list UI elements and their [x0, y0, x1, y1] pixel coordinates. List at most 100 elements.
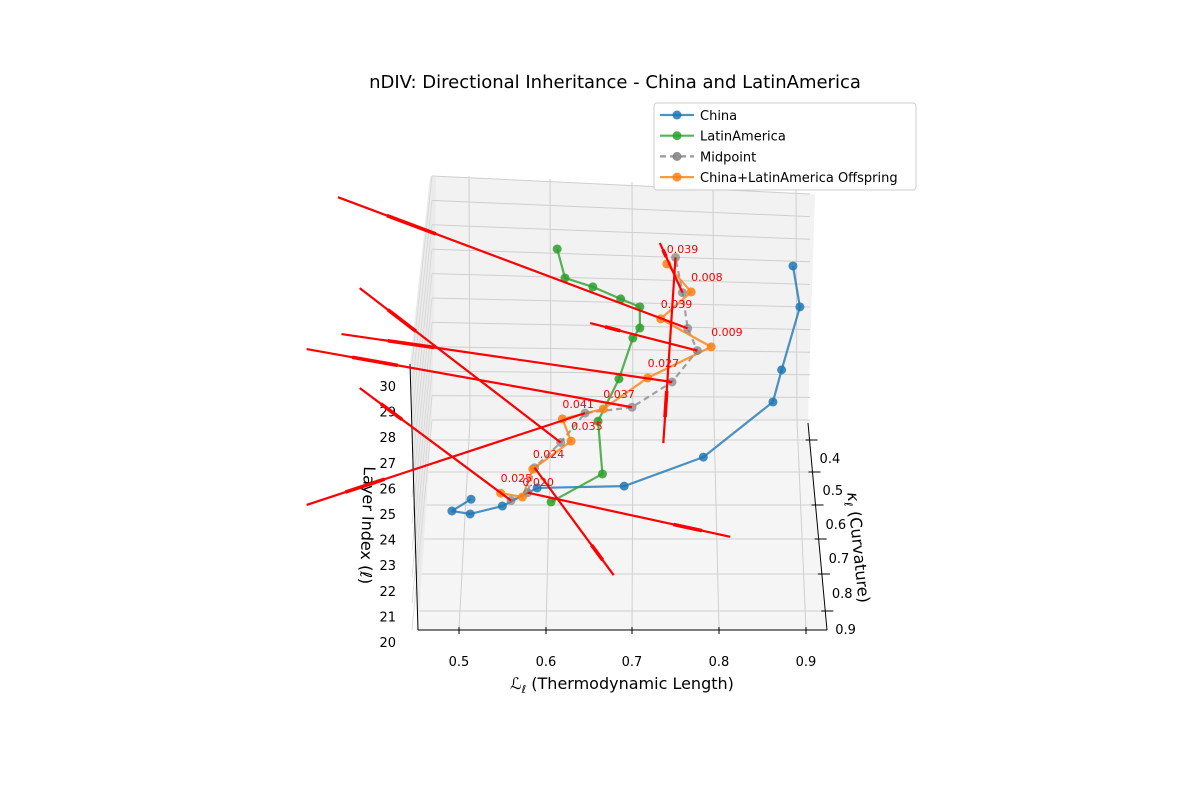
grid-line-L-floor	[545, 419, 552, 631]
grid-line-L-wall	[712, 184, 715, 421]
offspring-distance-label: 0.009	[711, 326, 743, 339]
floor-pane	[418, 420, 827, 630]
y-tick-label: 0.6	[826, 518, 847, 533]
offspring-distance-label: 0.035	[571, 420, 603, 433]
grid-line-layer	[431, 248, 811, 263]
direction-arrow-head	[604, 325, 621, 333]
z-tick-label: 24	[379, 534, 396, 549]
offspring-distance-label: 0.041	[562, 398, 594, 411]
direction-arrow-head	[345, 477, 386, 494]
marker-latinamerica	[635, 323, 645, 333]
direction-arrow-head	[386, 213, 437, 236]
direction-arrow-head	[663, 391, 669, 418]
x-tick-label: 0.8	[709, 655, 730, 670]
side-grid-line	[411, 297, 433, 498]
offspring-distance-label: 0.037	[603, 388, 635, 401]
direction-arrow-head	[351, 355, 399, 368]
grid-line-layer	[431, 321, 811, 331]
side-grid-line	[411, 419, 433, 631]
side-grid-line	[411, 322, 433, 524]
marker-china	[465, 509, 475, 519]
z-tick-label: 25	[379, 508, 396, 523]
y-tick-label: 0.5	[822, 484, 843, 499]
marker-china-latinamerica-offspring	[706, 342, 716, 352]
legend-marker	[672, 151, 682, 161]
legend-label: China	[700, 109, 737, 124]
y-tick-label: 0.7	[829, 552, 850, 567]
side-grid-line	[411, 224, 433, 418]
direction-arrow-head	[673, 522, 703, 533]
z-tick-label: 22	[379, 585, 396, 600]
marker-china-latinamerica-offspring	[566, 436, 576, 446]
grid-line-layer	[431, 273, 811, 285]
z-tick-label: 29	[379, 406, 396, 421]
grid-line-L-wall	[549, 178, 552, 421]
grid-line-L-floor	[631, 419, 634, 631]
direction-arrow-head	[661, 249, 668, 258]
side-pane	[410, 176, 436, 630]
x-tick-label: 0.6	[536, 655, 557, 670]
offspring-distance-label: 0.008	[691, 271, 723, 284]
marker-china	[795, 302, 805, 312]
z-tick-label: 20	[379, 636, 396, 651]
direction-arrow-head	[387, 338, 435, 350]
direction-arrow-head	[379, 402, 404, 421]
marker-china-latinamerica-offspring	[528, 464, 538, 474]
marker-latinamerica	[597, 469, 607, 479]
axes-panes	[410, 176, 827, 630]
z-axis-label: Layer Index (ℓ)	[356, 466, 379, 585]
z-tick-label: 26	[379, 482, 396, 497]
side-grid-line	[411, 175, 433, 365]
z-tick-label: 30	[379, 380, 396, 395]
legend-label: China+LatinAmerica Offspring	[700, 171, 898, 186]
marker-latinamerica	[546, 497, 556, 507]
legend-label: LatinAmerica	[700, 130, 786, 145]
offspring-distance-label: 0.025	[501, 472, 533, 485]
direction-arrow-head	[590, 544, 605, 562]
side-grid-line	[411, 273, 433, 471]
z-tick-label: 21	[379, 610, 396, 625]
grid-line-L-wall	[631, 181, 634, 421]
offspring-distance-label: 0.020	[522, 476, 554, 489]
marker-china	[447, 506, 457, 516]
direction-arrows	[306, 196, 731, 576]
grid-line-layer	[431, 175, 811, 195]
marker-latinamerica	[614, 374, 624, 384]
chart-title: nDIV: Directional Inheritance - China an…	[369, 72, 861, 93]
legend-marker	[672, 110, 682, 120]
y-axis-line	[807, 422, 828, 631]
offspring-distance-label: 0.027	[648, 357, 680, 370]
legend: China LatinAmerica Midpoint China+LatinAmer…	[653, 102, 917, 191]
marker-china	[619, 481, 629, 491]
marker-china	[788, 261, 798, 271]
x-tick-label: 0.7	[622, 655, 643, 670]
x-axis-label: ℒℓ (Thermodynamic Length)	[510, 674, 734, 696]
grid-line-layer	[431, 224, 811, 240]
legend-marker	[672, 172, 682, 182]
z-tick-label: 23	[379, 559, 396, 574]
marker-china	[497, 501, 507, 511]
marker-latinamerica	[560, 273, 570, 283]
direction-arrow-head	[386, 308, 418, 333]
marker-china	[698, 452, 708, 462]
x-tick-label: 0.5	[449, 655, 470, 670]
legend-box	[653, 102, 917, 191]
grid-line-L-floor	[458, 419, 471, 631]
marker-china	[768, 397, 778, 407]
marker-china-latinamerica-offspring	[686, 287, 696, 297]
series-line-midpoint	[510, 257, 699, 502]
legend-marker	[672, 131, 682, 141]
marker-latinamerica	[552, 244, 562, 254]
legend-label: Midpoint	[700, 150, 756, 165]
y-tick-label: 0.9	[835, 623, 856, 638]
x-tick-label: 0.9	[796, 655, 817, 670]
y-tick-label: 0.4	[820, 452, 841, 467]
marker-china-latinamerica-offspring	[517, 492, 527, 502]
offspring-distance-label: 0.039	[667, 243, 699, 256]
marker-latinamerica	[616, 294, 626, 304]
grid-line-layer	[431, 346, 811, 353]
grid-line-L-floor	[713, 419, 720, 631]
y-tick-label: 0.8	[832, 587, 853, 602]
